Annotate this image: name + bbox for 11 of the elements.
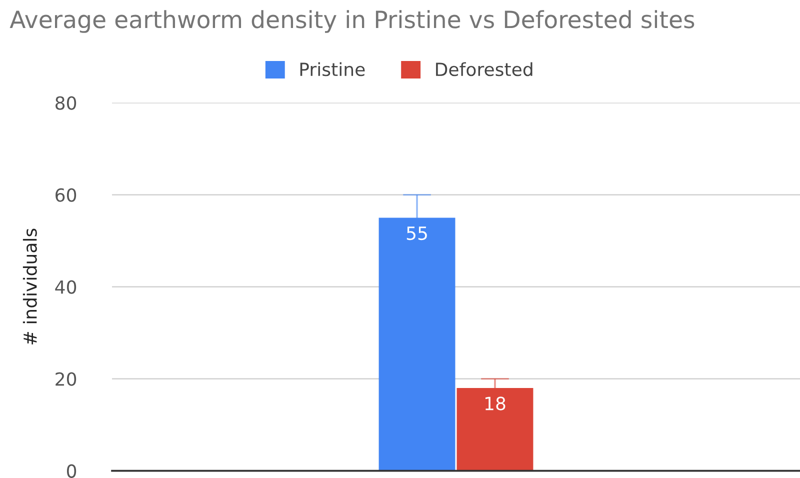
y-tick-label: 0 xyxy=(66,464,76,478)
data-label: 18 xyxy=(485,396,506,410)
legend-label: Pristine xyxy=(300,62,365,76)
legend-label: Deforested xyxy=(436,62,532,76)
y-axis-title: # individuals xyxy=(22,228,37,344)
y-tick-label: 40 xyxy=(55,280,76,294)
chart-title: Average earthworm density in Pristine vs Deforested sites xyxy=(10,10,694,33)
y-tick-label: 60 xyxy=(56,188,76,202)
y-tick-label: 20 xyxy=(56,372,76,386)
y-tick-label: 80 xyxy=(56,96,76,110)
data-label: 55 xyxy=(406,226,427,240)
